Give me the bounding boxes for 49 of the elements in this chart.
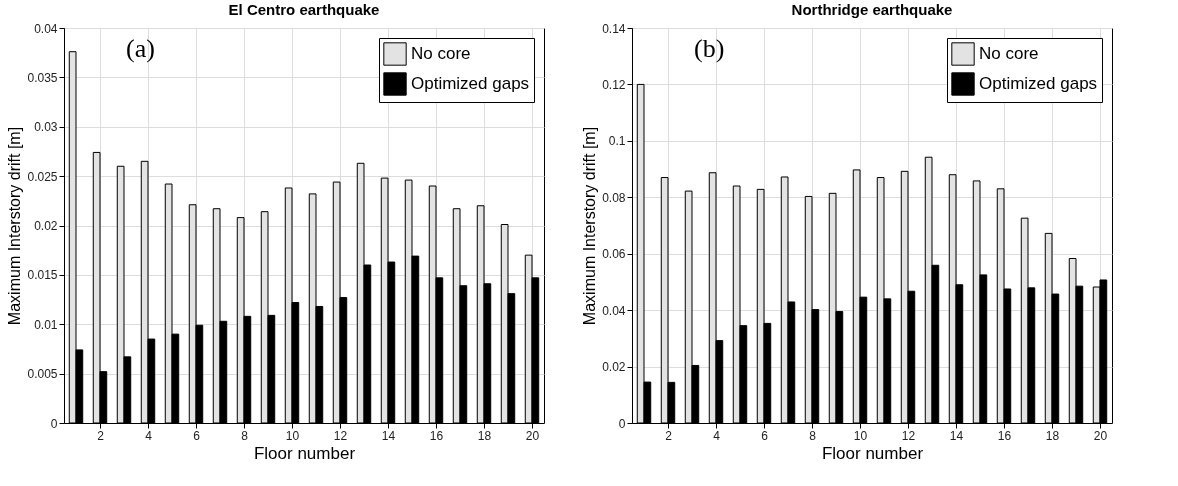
x-tick-label: 16 [429, 428, 444, 443]
y-tick-label: 0.03 [34, 120, 58, 135]
y-tick-label: 0.14 [602, 21, 626, 36]
x-tick-label: 12 [901, 428, 916, 443]
y-axis-title: Maximum Interstory drift [m] [6, 126, 24, 326]
chart-title: El Centro earthquake [228, 1, 380, 18]
legend-label: No core [979, 44, 1039, 63]
x-tick-label: 10 [285, 428, 300, 443]
y-tick-label: 0.04 [602, 303, 626, 318]
x-axis-title: Floor number [821, 443, 924, 463]
x-tick-label: 2 [665, 428, 673, 443]
y-tick-label: 0.01 [34, 317, 58, 332]
legend-label: Optimized gaps [979, 74, 1098, 93]
y-tick-label: 0.1 [608, 134, 626, 149]
annotation: (b) [694, 34, 725, 63]
x-tick-label: 8 [809, 428, 817, 443]
x-tick-label: 16 [997, 428, 1012, 443]
y-tick-label: 0.025 [27, 169, 58, 184]
y-tick-label: 0.005 [27, 367, 58, 382]
x-axis-title: Floor number [253, 443, 356, 463]
x-tick-label: 14 [381, 428, 396, 443]
chart-title: Northridge earthquake [791, 1, 953, 18]
x-tick-label: 20 [525, 428, 540, 443]
x-tick-label: 6 [193, 428, 201, 443]
x-tick-label: 20 [1093, 428, 1108, 443]
x-tick-label: 8 [241, 428, 249, 443]
x-tick-label: 18 [477, 428, 492, 443]
y-tick-label: 0 [50, 416, 58, 431]
x-tick-label: 6 [761, 428, 769, 443]
x-tick-label: 2 [97, 428, 105, 443]
y-axis-title: Maximum Interstory drift [m] [581, 126, 599, 326]
y-tick-label: 0.12 [602, 77, 626, 92]
legend-label: Optimized gaps [411, 74, 530, 93]
y-tick-label: 0 [618, 416, 626, 431]
x-tick-label: 18 [1045, 428, 1060, 443]
x-tick-label: 4 [713, 428, 721, 443]
y-tick-label: 0.08 [602, 190, 626, 205]
y-tick-label: 0.04 [34, 21, 58, 36]
x-tick-label: 14 [949, 428, 964, 443]
y-tick-label: 0.02 [602, 360, 626, 375]
annotation: (a) [126, 34, 155, 63]
y-tick-label: 0.015 [27, 268, 58, 283]
y-tick-label: 0.02 [34, 219, 58, 233]
x-tick-label: 10 [853, 428, 868, 443]
legend-label: No core [411, 44, 471, 63]
x-tick-label: 4 [145, 428, 153, 443]
y-tick-label: 0.06 [602, 247, 626, 262]
y-tick-label: 0.035 [27, 70, 58, 85]
x-tick-label: 12 [333, 428, 348, 443]
